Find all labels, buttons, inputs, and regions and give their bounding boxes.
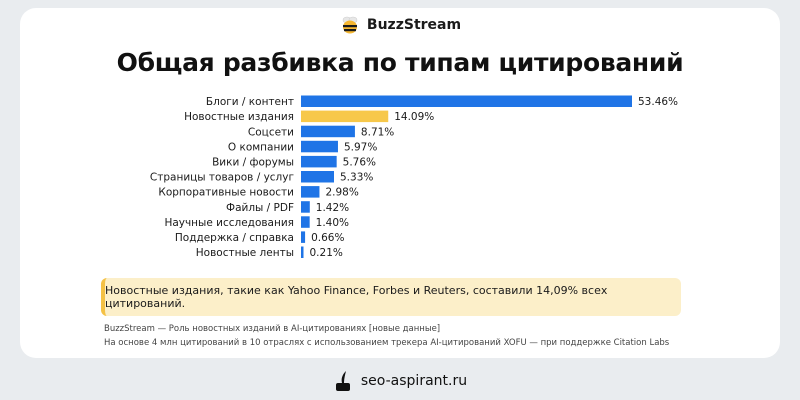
value-label: 1.40% — [316, 217, 349, 229]
value-label: 0.21% — [310, 247, 343, 259]
value-label: 14.09% — [394, 111, 434, 123]
value-label: 53.46% — [638, 96, 678, 108]
category-label: Поддержка / справка — [175, 232, 294, 244]
brand-header: BuzzStream — [0, 14, 800, 36]
category-label: Новостные ленты — [196, 247, 294, 259]
category-label: Блоги / контент — [206, 96, 294, 108]
bar — [301, 186, 320, 198]
category-label: Файлы / PDF — [226, 202, 294, 214]
value-label: 0.66% — [311, 232, 344, 244]
value-label: 5.76% — [343, 156, 376, 168]
category-label: Корпоративные новости — [158, 187, 294, 199]
brand-name: BuzzStream — [366, 17, 462, 33]
methodology-line: На основе 4 млн цитирований в 10 отрасля… — [104, 338, 670, 348]
value-label: 5.97% — [344, 141, 377, 153]
bar — [301, 95, 632, 107]
category-label: Страницы товаров / услуг — [150, 172, 294, 184]
highlight-note: Новостные издания, такие как Yahoo Finan… — [101, 278, 681, 316]
category-label: О компании — [228, 141, 294, 153]
bar — [301, 201, 310, 213]
bar — [301, 171, 335, 183]
inkwell-quill-icon — [335, 371, 350, 391]
bar — [301, 155, 337, 168]
value-label: 2.98% — [325, 187, 358, 199]
bee-logo-icon — [342, 16, 358, 34]
bar — [301, 216, 310, 228]
bar — [301, 125, 355, 138]
source-line: BuzzStream — Роль новостных изданий в AI… — [104, 324, 441, 334]
category-label: Новостные издания — [184, 111, 294, 123]
highlight-note-text: Новостные издания, такие как Yahoo Finan… — [105, 284, 608, 310]
bar — [301, 140, 338, 153]
category-label: Вики / форумы — [212, 156, 294, 168]
category-label: Научные исследования — [164, 217, 294, 229]
bar — [301, 110, 389, 123]
value-label: 1.42% — [316, 202, 349, 214]
watermark-text: seo-aspirant.ru — [360, 373, 468, 389]
bar — [301, 231, 306, 243]
category-label: Соцсети — [248, 126, 294, 138]
value-label: 8.71% — [361, 126, 394, 138]
watermark: seo-aspirant.ru — [0, 370, 800, 392]
chart-title: Общая разбивка по типам цитирований — [116, 48, 684, 77]
value-label: 5.33% — [340, 172, 373, 184]
bar — [301, 246, 304, 258]
